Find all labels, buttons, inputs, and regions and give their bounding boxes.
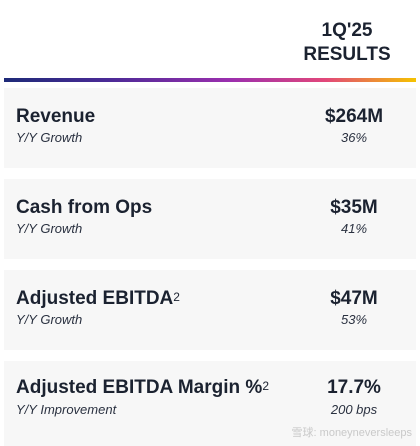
metric-row-cash-from-ops: Cash from Ops Y/Y Growth $35M 41% [4,179,416,259]
metric-value: 17.7% [327,377,381,398]
metric-row-adjusted-ebitda-margin: Adjusted EBITDA Margin %2 Y/Y Improvemen… [4,361,416,446]
watermark: 雪球: moneyneversleeps [291,427,412,439]
metric-change: 36% [340,130,368,145]
metric-name: Adjusted EBITDA2 [16,288,180,309]
metric-name: Cash from Ops [16,197,153,218]
metric-name: Revenue [16,106,96,127]
footnote-marker: 2 [262,379,269,393]
metric-change: 53% [340,312,368,327]
metric-change: 41% [340,221,368,236]
results-label: RESULTS [303,44,391,65]
metric-value: $264M [324,106,384,127]
metric-row-adjusted-ebitda: Adjusted EBITDA2 Y/Y Growth $47M 53% [4,270,416,350]
footnote-marker: 2 [173,290,180,304]
metric-subtitle: Y/Y Improvement [16,402,117,417]
metric-name: Adjusted EBITDA Margin %2 [16,377,269,398]
metric-subtitle: Y/Y Growth [16,130,83,145]
metric-value: $47M [330,288,378,309]
metric-subtitle: Y/Y Growth [16,312,83,327]
gradient-divider [4,78,416,82]
metric-row-revenue: Revenue Y/Y Growth $264M 36% [4,88,416,168]
metric-subtitle: Y/Y Growth [16,221,83,236]
period-label: 1Q'25 [321,20,373,41]
metric-value: $35M [330,197,378,218]
header: 1Q'25 RESULTS [0,0,420,78]
metric-change: 200 bps [330,402,378,417]
